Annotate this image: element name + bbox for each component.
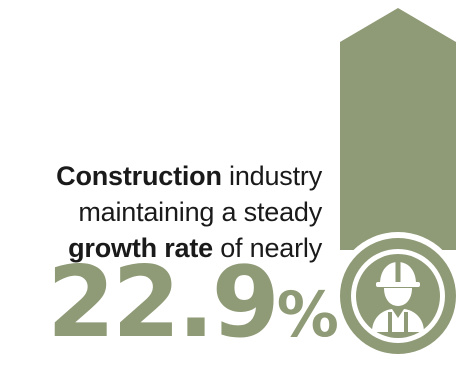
construction-worker-icon [372,262,424,332]
headline-line-3-rest: of nearly [212,233,322,263]
growth-rate-stat: 22.9% [47,254,339,364]
headline-keyword-construction: Construction [56,161,222,191]
growth-rate-unit: % [276,278,339,351]
headline: Construction industry maintaining a stea… [0,158,322,266]
headline-line-3: growth rate of nearly [0,230,322,266]
headline-line-2: maintaining a steady [78,197,322,227]
arrow-shape [340,8,456,250]
headline-line-1: Construction industry [0,158,322,194]
headline-line-1-rest: industry [221,161,322,191]
growth-rate-value: 22.9 [47,246,280,360]
headline-keyword-growth-rate: growth rate [68,233,213,263]
